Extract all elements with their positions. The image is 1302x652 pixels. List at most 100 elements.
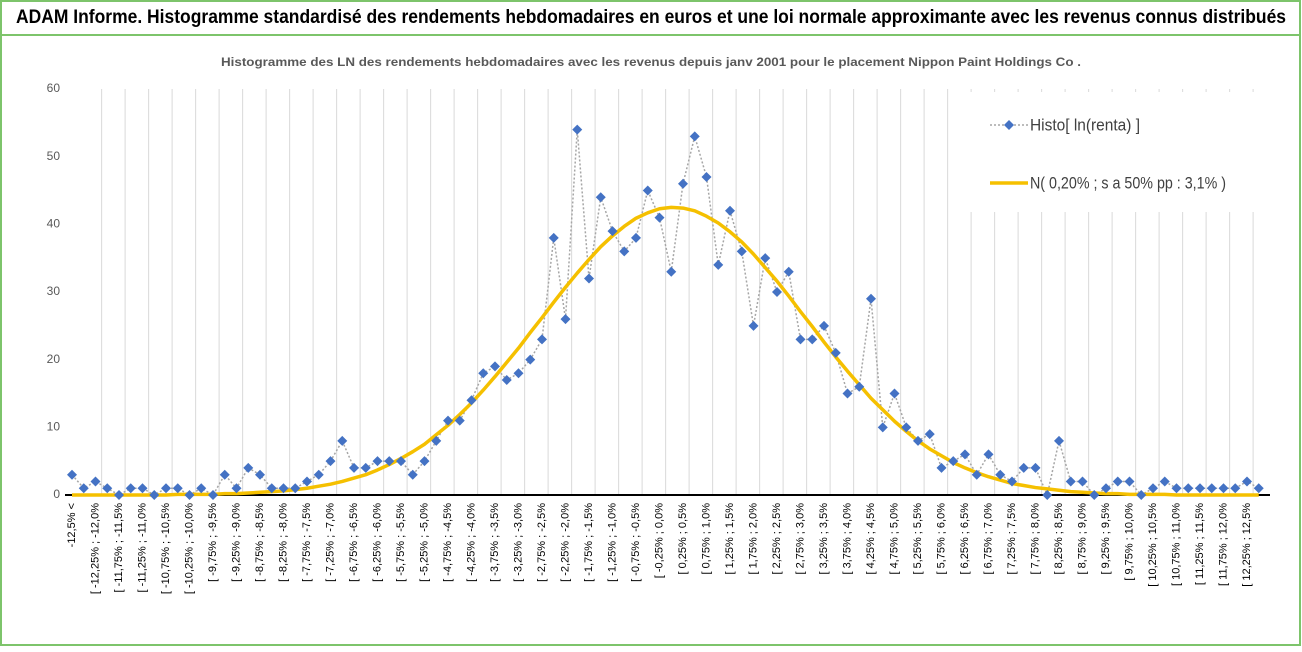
- data-point: [114, 490, 124, 500]
- data-point: [290, 483, 301, 494]
- x-tick-label: [ -5,75% ; -5,5%: [395, 503, 407, 582]
- data-point: [901, 422, 912, 433]
- normal-curve: [72, 205, 1259, 497]
- data-point: [666, 266, 677, 277]
- data-point: [137, 483, 148, 494]
- x-tick-label: [ 5,75% ; 6,0%: [935, 503, 947, 575]
- x-tick-label: [ -11,25% ; -11,0%: [136, 503, 148, 593]
- data-point: [783, 266, 794, 277]
- data-point: [149, 490, 160, 500]
- data-point: [1206, 483, 1217, 494]
- data-point: [396, 456, 406, 467]
- data-point: [619, 246, 630, 257]
- x-tick-label: [ 10,25% ; 10,5%: [1147, 503, 1159, 587]
- data-point: [654, 212, 665, 223]
- x-tick-label: [ -0,75% ; -0,5%: [630, 503, 642, 582]
- x-tick-label: [ -8,75% ; -8,5%: [254, 503, 266, 582]
- x-tick-label: [ -1,75% ; -1,5%: [583, 503, 595, 582]
- data-point: [1112, 476, 1123, 487]
- data-point: [1183, 483, 1194, 494]
- data-point: [466, 395, 477, 406]
- x-tick-label: [ 3,75% ; 4,0%: [841, 503, 853, 575]
- x-tick-label: -12,5% <: [66, 503, 78, 547]
- data-point: [1253, 483, 1264, 494]
- x-tick-label: [ 4,25% ; 4,5%: [865, 503, 877, 575]
- x-tick-label: [ 1,25% ; 1,5%: [724, 503, 736, 575]
- legend-box: [965, 92, 1265, 212]
- legend-marker: [1004, 120, 1014, 130]
- data-point: [889, 388, 900, 399]
- data-point: [407, 469, 418, 480]
- data-point: [172, 483, 183, 494]
- x-tick-label: [ -5,25% ; -5,0%: [418, 503, 430, 582]
- data-point: [995, 469, 1006, 480]
- data-point: [266, 483, 277, 494]
- data-point: [913, 435, 923, 446]
- data-point: [525, 354, 536, 365]
- data-point: [443, 415, 453, 426]
- x-tick-label: [ -0,25% ; 0,0%: [653, 503, 665, 578]
- x-tick-label: [ -10,75% ; -10,5%: [160, 503, 172, 594]
- data-point: [1065, 476, 1076, 487]
- data-point: [196, 483, 207, 494]
- data-point: [1171, 483, 1182, 494]
- data-point: [1101, 483, 1111, 494]
- x-tick-label: [ 8,75% ; 9,0%: [1076, 503, 1088, 575]
- data-point: [560, 314, 571, 325]
- data-point: [184, 490, 195, 500]
- y-tick-label: 50: [47, 149, 61, 163]
- data-point: [208, 490, 218, 500]
- data-point: [325, 456, 336, 467]
- x-tick-label: [ 11,25% ; 11,5%: [1194, 503, 1206, 585]
- data-point: [125, 483, 136, 494]
- data-point: [372, 456, 383, 467]
- data-point: [830, 347, 841, 358]
- x-tick-label: [ -3,75% ; -3,5%: [489, 503, 501, 582]
- data-point: [219, 469, 230, 480]
- x-tick-label: [ -9,75% ; -9,5%: [207, 503, 219, 582]
- x-tick-label: [ 0,75% ; 1,0%: [700, 503, 712, 575]
- data-point: [1148, 483, 1158, 494]
- data-point: [877, 422, 888, 433]
- y-tick-label: 60: [47, 81, 61, 95]
- data-point: [1007, 476, 1017, 487]
- data-point: [866, 293, 876, 304]
- data-point: [807, 334, 818, 345]
- data-point: [701, 171, 712, 182]
- data-point: [454, 415, 465, 426]
- data-point: [90, 476, 101, 487]
- chart-title: Histogramme des LN des rendements hebdom…: [221, 55, 1081, 69]
- data-point: [78, 483, 89, 494]
- data-point: [725, 205, 735, 216]
- x-tick-label: [ 7,75% ; 8,0%: [1029, 503, 1041, 575]
- data-point: [1042, 490, 1053, 500]
- x-tick-label: [ -6,25% ; -6,0%: [371, 503, 383, 582]
- data-point: [384, 456, 395, 467]
- data-point: [360, 462, 371, 473]
- data-point: [689, 131, 700, 142]
- x-tick-label: [ -10,25% ; -10,0%: [183, 503, 195, 594]
- y-tick-label: 10: [47, 420, 61, 434]
- data-point: [313, 469, 324, 480]
- data-point: [255, 469, 265, 480]
- data-point: [678, 178, 688, 189]
- data-point: [1077, 476, 1088, 487]
- data-point: [607, 226, 618, 237]
- y-tick-label: 20: [47, 352, 61, 366]
- data-point: [736, 246, 747, 257]
- x-tick-label: [ 8,25% ; 8,5%: [1053, 503, 1065, 575]
- x-tick-label: [ 7,25% ; 7,5%: [1006, 503, 1018, 575]
- data-point: [819, 320, 829, 331]
- data-point: [537, 334, 547, 345]
- x-tick-label: [ -2,25% ; -2,0%: [559, 503, 571, 582]
- data-point: [1018, 462, 1029, 473]
- x-tick-label: [ 0,25% ; 0,5%: [677, 503, 689, 575]
- legend-label: Histo[ ln(renta) ]: [1030, 115, 1140, 134]
- x-tick-label: [ 2,25% ; 2,5%: [771, 503, 783, 575]
- x-tick-label: [ -12,25% ; -12,0%: [89, 503, 101, 594]
- data-point: [948, 456, 959, 467]
- data-point: [1030, 462, 1041, 473]
- data-point: [960, 449, 970, 460]
- data-point: [924, 429, 935, 440]
